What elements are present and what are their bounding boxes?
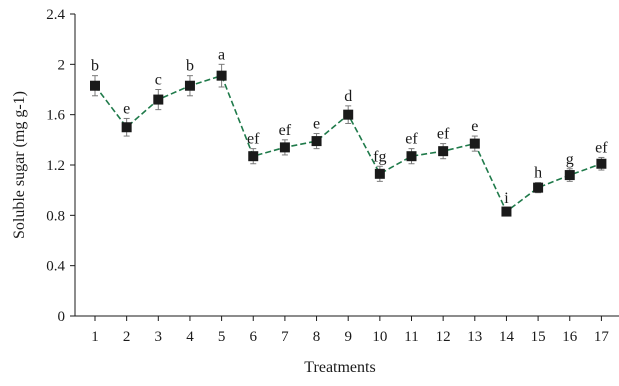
significance-label: ef xyxy=(437,126,450,143)
x-tick-label: 9 xyxy=(344,329,352,345)
x-tick-label: 2 xyxy=(123,329,131,345)
x-tick-label: 11 xyxy=(404,329,418,345)
series-layer: b e c b a ef ef e d fg ef ef e i h g ef xyxy=(90,46,608,217)
data-point xyxy=(501,206,512,217)
significance-label: ef xyxy=(279,122,292,139)
significance-label: i xyxy=(504,190,509,207)
significance-label: b xyxy=(91,58,99,75)
significance-label: e xyxy=(313,116,320,133)
data-point xyxy=(121,122,132,133)
x-tick-label: 17 xyxy=(594,329,610,345)
significance-label: fg xyxy=(373,148,386,165)
x-tick-label: 5 xyxy=(218,329,226,345)
significance-label: a xyxy=(218,46,225,63)
significance-label: ef xyxy=(405,131,418,148)
significance-label: h xyxy=(534,165,542,182)
significance-label: g xyxy=(566,151,574,168)
data-point xyxy=(279,142,290,153)
y-tick-label: 1.6 xyxy=(46,108,65,124)
y-tick-label: 0.8 xyxy=(46,208,65,224)
y-tick-label: 2.4 xyxy=(46,7,65,23)
data-point xyxy=(90,80,100,91)
y-ticks: 0 0.4 0.8 1.2 1.6 2 2.4 xyxy=(46,7,75,325)
y-tick-label: 2 xyxy=(58,57,66,73)
significance-label: ef xyxy=(247,131,260,148)
y-tick-label: 0.4 xyxy=(46,259,65,275)
x-tick-label: 7 xyxy=(281,329,289,345)
data-point xyxy=(438,146,449,157)
data-point xyxy=(343,109,354,120)
x-tick-label: 15 xyxy=(531,329,546,345)
significance-label: e xyxy=(123,100,130,117)
x-tick-label: 8 xyxy=(313,329,321,345)
y-tick-label: 0 xyxy=(58,309,66,325)
data-point xyxy=(216,70,227,81)
x-tick-label: 1 xyxy=(91,329,99,345)
data-point xyxy=(311,136,322,147)
x-tick-label: 6 xyxy=(250,329,258,345)
data-point xyxy=(406,151,417,162)
data-point xyxy=(248,151,259,162)
x-tick-label: 4 xyxy=(186,329,194,345)
x-axis-title: Treatments xyxy=(304,359,375,376)
significance-label: b xyxy=(186,58,194,75)
x-tick-label: 13 xyxy=(467,329,482,345)
data-point xyxy=(374,168,385,179)
y-tick-label: 1.2 xyxy=(46,158,65,174)
x-tick-label: 3 xyxy=(155,329,163,345)
x-tick-label: 16 xyxy=(562,329,578,345)
significance-label: ef xyxy=(595,139,608,156)
significance-label: d xyxy=(344,88,352,105)
data-point xyxy=(469,138,480,149)
y-axis-title: Soluble sugar (mg g-1) xyxy=(11,91,28,239)
data-point xyxy=(153,94,164,105)
x-tick-label: 10 xyxy=(372,329,387,345)
data-point xyxy=(564,170,575,181)
significance-label: c xyxy=(155,72,162,89)
data-point xyxy=(596,158,607,169)
x-tick-label: 12 xyxy=(436,329,451,345)
data-point xyxy=(184,80,195,91)
data-point xyxy=(533,182,544,193)
significance-label: e xyxy=(471,118,478,135)
x-ticks: 1 2 3 4 5 6 7 8 9 10 11 12 13 14 15 16 17 xyxy=(91,316,609,345)
x-tick-label: 14 xyxy=(499,329,515,345)
